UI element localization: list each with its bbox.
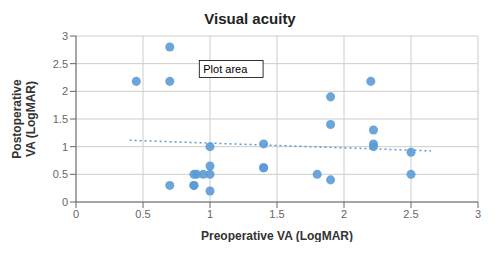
svg-text:2: 2 [341, 208, 347, 220]
svg-text:0.5: 0.5 [53, 168, 68, 180]
svg-text:Preoperative VA (LogMAR): Preoperative VA (LogMAR) [201, 229, 353, 242]
svg-text:1: 1 [62, 141, 68, 153]
svg-text:1: 1 [207, 208, 213, 220]
svg-text:2.5: 2.5 [53, 58, 68, 70]
svg-text:2.5: 2.5 [403, 208, 418, 220]
html-text:Visual acuity: Visual acuity [204, 10, 296, 27]
svg-text:0: 0 [62, 196, 68, 208]
svg-text:0.5: 0.5 [135, 208, 150, 220]
svg-text:Plot area: Plot area [203, 63, 248, 75]
svg-text:PostoperativeVA (LogMAR): PostoperativeVA (LogMAR) [10, 79, 38, 159]
svg-text:2: 2 [62, 85, 68, 97]
svg-text:3: 3 [62, 30, 68, 42]
svg-text:3: 3 [475, 208, 481, 220]
svg-text:1.5: 1.5 [269, 208, 284, 220]
svg-text:0: 0 [73, 208, 79, 220]
svg-text:1.5: 1.5 [53, 113, 68, 125]
